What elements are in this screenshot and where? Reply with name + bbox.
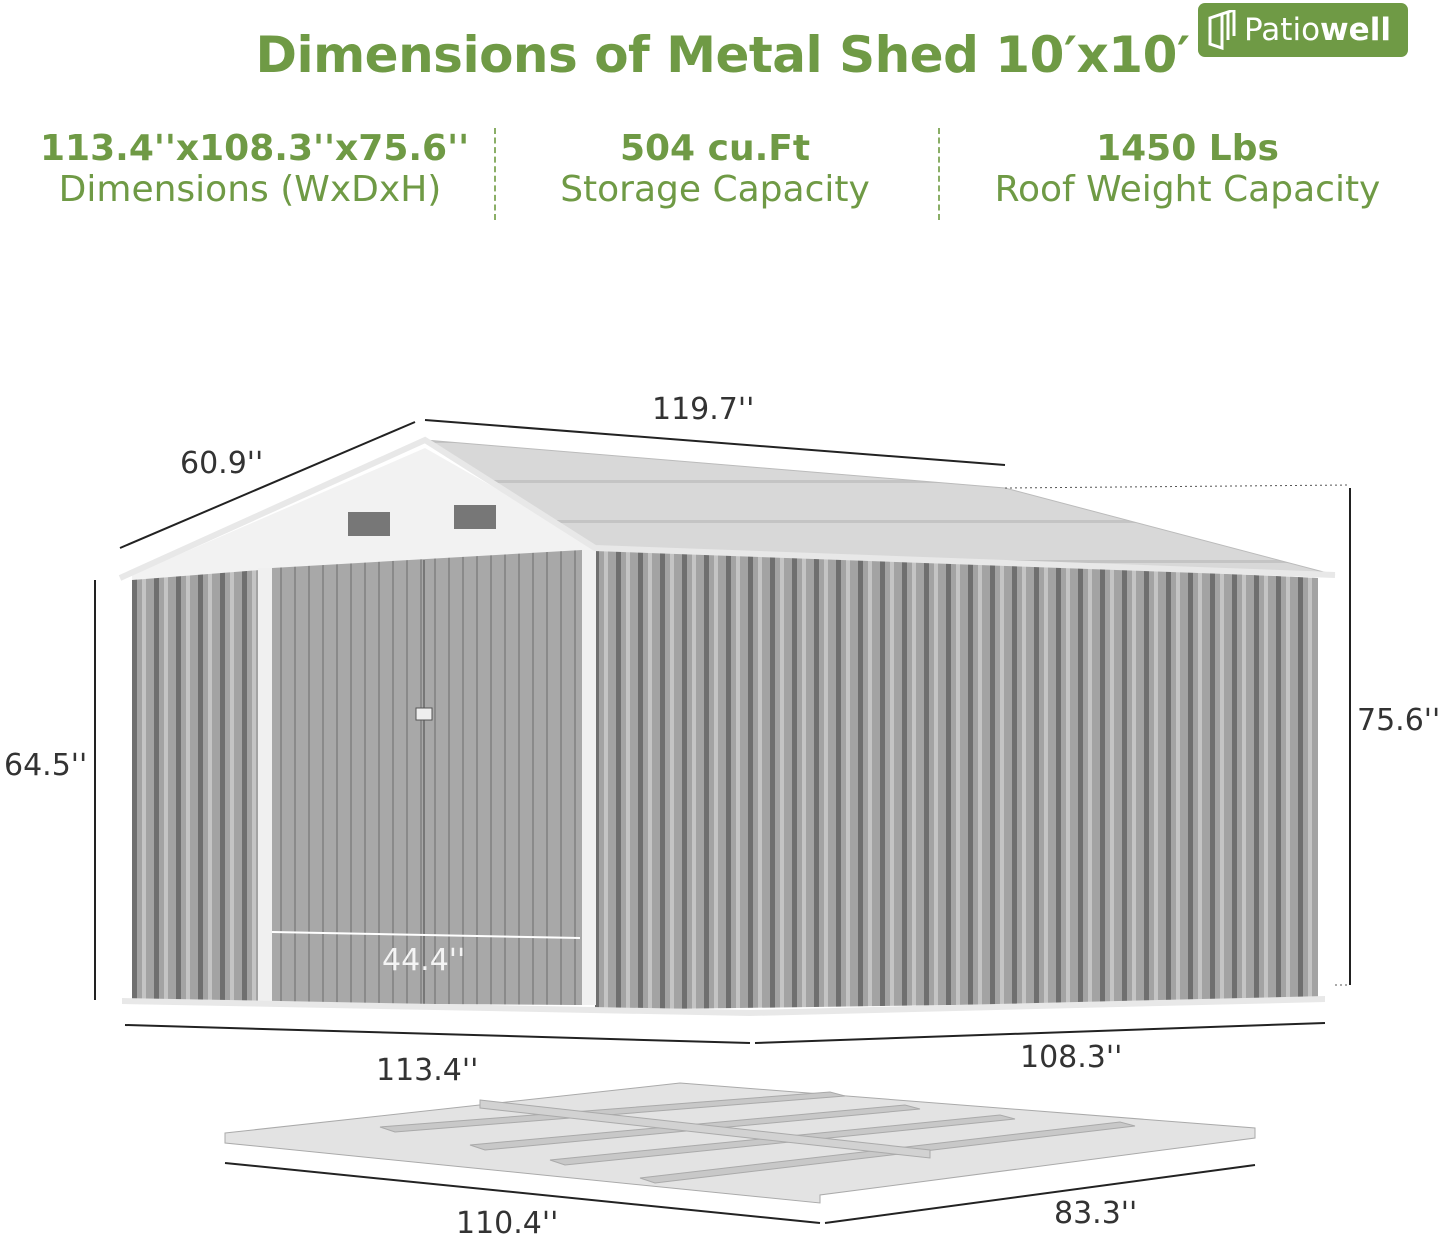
base-frame (224, 1082, 1256, 1204)
page-title: Dimensions of Metal Shed 10′x10′ (255, 26, 1190, 84)
dim-depth: 108.3'' (1020, 1040, 1123, 1075)
double-door (272, 550, 582, 1005)
vent (454, 505, 496, 529)
dim-roof-slope: 60.9'' (180, 446, 264, 481)
side-wall (595, 545, 1318, 1010)
vent (348, 512, 390, 536)
spec-dimensions: 113.4''x108.3''x75.6'' Dimensions (WxDxH… (40, 128, 470, 210)
dim-base-length: 110.4'' (456, 1206, 559, 1241)
brand-logo: Patiowell (1198, 3, 1408, 57)
dim-total-height: 75.6'' (1357, 703, 1441, 738)
spec-storage: 504 cu.Ft Storage Capacity (560, 128, 870, 210)
dim-base-width: 83.3'' (1054, 1196, 1138, 1231)
divider (938, 128, 940, 220)
logo-icon (1208, 10, 1236, 50)
spec-roof-weight: 1450 Lbs Roof Weight Capacity (994, 128, 1381, 210)
door-lock (415, 707, 433, 721)
door-frame (582, 550, 596, 1005)
dim-wall-height: 64.5'' (4, 748, 88, 783)
door-frame (258, 568, 272, 1003)
dim-door-width: 44.4'' (382, 943, 466, 978)
logo-text: Patiowell (1244, 12, 1391, 48)
dim-width: 113.4'' (376, 1053, 479, 1088)
dim-roof-length: 119.7'' (652, 392, 755, 427)
divider (494, 128, 496, 220)
dimension-lines (94, 419, 1351, 1224)
